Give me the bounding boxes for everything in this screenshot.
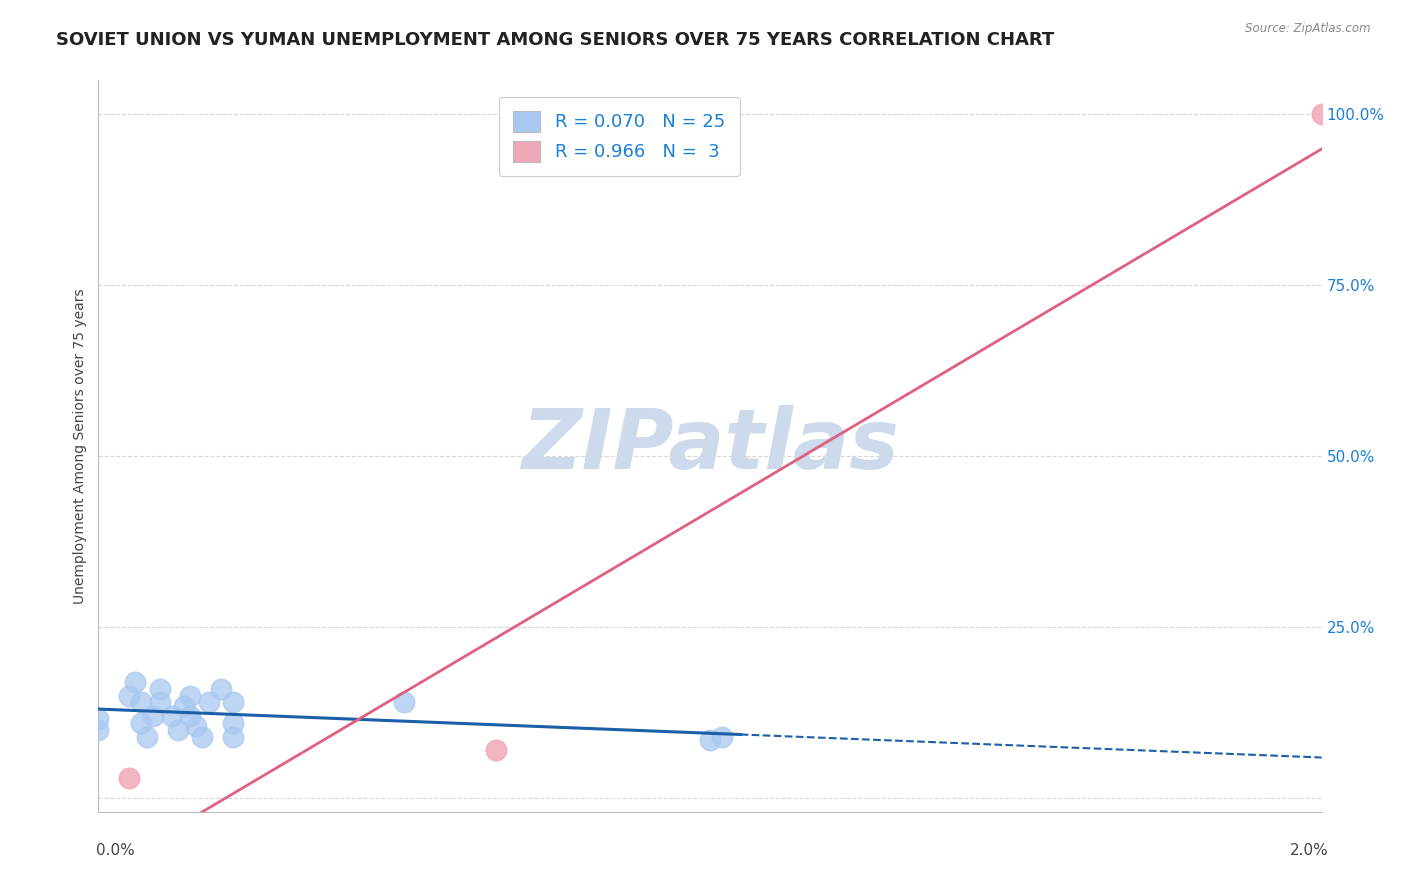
Point (485, 743, 508, 757)
Point (87, 723, 110, 737)
Point (711, 730, 734, 744)
Point (136, 730, 159, 744)
Point (222, 695, 245, 709)
Text: 0.0%: 0.0% (96, 843, 135, 858)
Point (191, 730, 214, 744)
Point (197, 695, 219, 709)
Point (149, 681, 172, 696)
Point (142, 709, 165, 723)
Text: ZIPatlas: ZIPatlas (522, 406, 898, 486)
Point (124, 674, 146, 689)
Point (222, 730, 245, 744)
Point (160, 709, 183, 723)
Y-axis label: Unemployment Among Seniors over 75 years: Unemployment Among Seniors over 75 years (73, 288, 87, 604)
Point (118, 771, 141, 785)
Text: SOVIET UNION VS YUMAN UNEMPLOYMENT AMONG SENIORS OVER 75 YEARS CORRELATION CHART: SOVIET UNION VS YUMAN UNEMPLOYMENT AMONG… (56, 31, 1054, 49)
Point (87, 713, 110, 727)
Point (149, 695, 172, 709)
Point (222, 715, 245, 730)
Point (392, 695, 416, 709)
Point (118, 689, 141, 703)
Point (167, 723, 190, 737)
Text: Source: ZipAtlas.com: Source: ZipAtlas.com (1246, 22, 1371, 36)
Point (699, 733, 721, 747)
Point (179, 709, 201, 723)
Text: 2.0%: 2.0% (1289, 843, 1329, 858)
Legend: R = 0.070   N = 25, R = 0.966   N =  3: R = 0.070 N = 25, R = 0.966 N = 3 (499, 96, 740, 177)
Point (129, 715, 152, 730)
Point (1310, 107, 1333, 121)
Point (209, 681, 232, 696)
Point (179, 689, 201, 703)
Point (129, 695, 152, 709)
Point (186, 719, 208, 733)
Point (173, 698, 195, 713)
